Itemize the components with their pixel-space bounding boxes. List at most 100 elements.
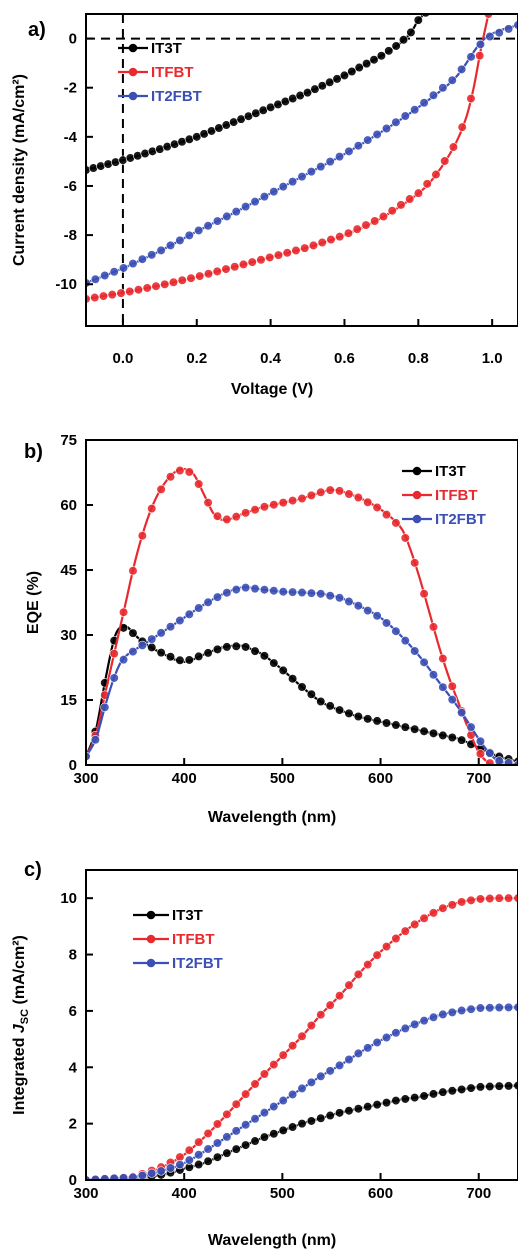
data-point [378,211,389,222]
y-tick-label: 45 [60,562,77,579]
data-point [160,279,170,289]
series-line-it3t [86,1084,518,1180]
data-point [428,728,439,738]
data-point [128,258,138,269]
data-point [485,758,495,765]
data-point [485,748,495,758]
data-point [109,267,119,277]
data-point [410,1019,420,1029]
data-point [504,24,514,34]
data-point [259,1108,270,1118]
data-point [222,1148,232,1158]
data-point [297,682,307,692]
data-point [212,216,223,226]
data-point [241,1140,251,1150]
data-point [353,141,363,151]
data-point [90,274,100,284]
data-point [419,726,429,736]
data-point [165,472,176,482]
series-it3t [86,623,518,765]
data-point [475,749,486,759]
y-tick-label: 0 [69,1172,77,1189]
data-point [195,271,205,281]
data-point [428,90,439,100]
data-point [222,1109,232,1119]
data-point [306,1116,316,1126]
data-point [438,730,448,741]
x-tick-label: 0.6 [334,350,355,367]
panel-b-chart: b) 300 400 500 600 700 0 15 30 45 60 75 Wavelength (… [24,432,518,826]
data-point [325,157,335,167]
data-point [302,88,313,98]
data-point [504,758,514,765]
data-point [212,1138,223,1148]
data-point [156,1166,166,1176]
data-point [269,500,279,510]
data-point [440,156,450,166]
data-point [128,628,138,638]
data-point [381,1032,392,1043]
y-axis-label: Current density (mA/cm²) [11,74,28,266]
plot-frame [85,869,518,1181]
data-point [316,1071,326,1081]
data-point [344,146,354,156]
data-point [396,200,406,210]
data-point [288,1041,298,1051]
data-point [400,1094,410,1104]
panel-letter: b) [24,441,43,463]
legend-label: ITFBT [172,931,215,948]
data-point [90,735,100,745]
data-point [317,81,327,91]
y-tick-label: 60 [60,497,77,514]
data-point [457,1084,467,1095]
x-tick-label: 0.8 [408,350,429,367]
data-point [352,224,362,234]
data-point [256,255,266,265]
data-point [250,1136,260,1146]
data-point [363,497,373,507]
data-point [238,259,249,270]
x-tick-label: 500 [270,770,295,787]
y-axis-label: EQE (%) [25,571,42,634]
data-point [400,636,410,646]
data-point [165,652,176,662]
data-point [466,1004,476,1014]
data-point [212,266,222,277]
y-tick-label: 10 [60,890,77,907]
data-point [447,681,457,691]
panel-letter: a) [28,19,46,41]
panel-a-chart: a) 0.0 0.2 0.4 0.6 0.8 1.0 0 -2 -4 -6 -8 -10 Voltage … [11,13,518,398]
legend-marker [128,67,138,77]
data-point [100,702,110,712]
data-point [372,611,382,621]
y-tick-label: -10 [55,276,77,293]
data-point [288,495,298,506]
data-point [504,893,514,903]
data-point [269,658,279,668]
data-point [288,587,298,597]
legend: IT3T ITFBT IT2FBT [118,40,202,105]
panel-c-chart: c) 300 400 500 600 700 0 2 4 6 8 10 Wavelength (nm) I… [11,859,518,1249]
data-point [494,756,504,765]
data-point [353,969,363,980]
data-point [363,1043,373,1053]
data-point [212,592,223,602]
data-point [428,670,439,680]
data-point [381,941,392,952]
data-point [372,502,382,513]
data-point [513,1002,518,1012]
data-point [184,467,194,477]
data-point [391,518,401,528]
data-point [184,230,194,240]
data-point [165,240,176,250]
data-point [203,221,213,231]
data-point [372,950,382,960]
data-point [100,270,110,281]
legend-label: IT3T [151,40,182,57]
x-tick-label: 0.4 [260,350,282,367]
data-point [184,1145,194,1155]
legend-marker [146,934,156,944]
x-axis-label: Wavelength (nm) [208,809,336,826]
data-point [391,41,401,51]
y-tick-label: 30 [60,627,77,644]
